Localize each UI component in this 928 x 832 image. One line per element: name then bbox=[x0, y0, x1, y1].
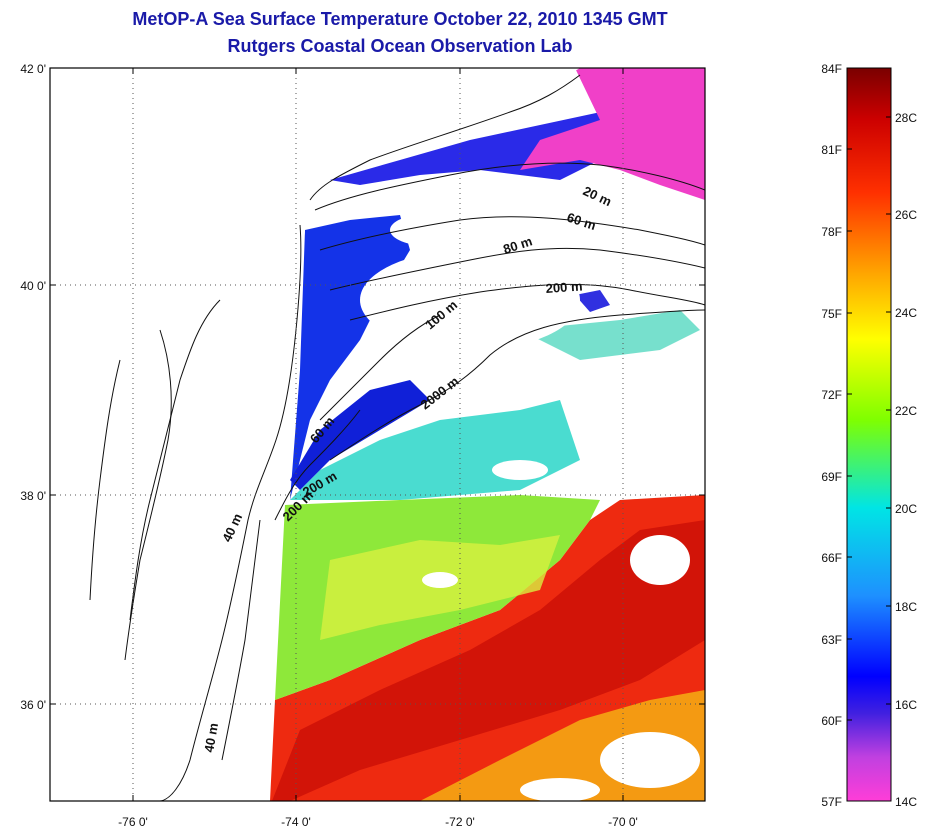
lat-label-42: 42 0' bbox=[20, 62, 46, 76]
isobath-200m-south bbox=[274, 409, 361, 521]
colorbar-label-69f: 69F bbox=[821, 470, 842, 484]
isobath-2000m bbox=[329, 309, 705, 461]
colorbar-label-28c: 28C bbox=[895, 111, 917, 125]
sst-image bbox=[50, 68, 705, 801]
cloud-gap bbox=[360, 250, 580, 350]
coastline bbox=[129, 74, 581, 801]
map-frame bbox=[49, 67, 706, 802]
cloud-gap bbox=[422, 572, 458, 588]
colorbar-label-84f: 84F bbox=[821, 62, 842, 76]
lon-label-74: -74 0' bbox=[281, 815, 311, 829]
land-area bbox=[50, 68, 580, 801]
isobath-80m bbox=[329, 247, 705, 291]
colorbar-label-72f: 72F bbox=[821, 388, 842, 402]
isobath-100m-shelf bbox=[319, 314, 441, 421]
cloud-gap bbox=[520, 778, 600, 801]
coastline-and-isobaths bbox=[89, 74, 705, 801]
colorbar-label-24c: 24C bbox=[895, 306, 917, 320]
northern-shelf-blue bbox=[330, 110, 640, 185]
isobath-200m bbox=[349, 283, 705, 321]
magenta-cold-water bbox=[520, 68, 705, 200]
isobath-60m bbox=[319, 216, 705, 251]
isobath-label-20m: 20 m bbox=[581, 183, 614, 209]
colorbar-ticks bbox=[847, 116, 891, 721]
cloud-gap bbox=[510, 210, 690, 270]
map-subtitle: Rutgers Coastal Ocean Observation Lab bbox=[227, 36, 573, 56]
colorbar-label-78f: 78F bbox=[821, 225, 842, 239]
colorbar-label-75f: 75F bbox=[821, 307, 842, 321]
colorbar-label-18c: 18C bbox=[895, 600, 917, 614]
colorbar-label-14c: 14C bbox=[895, 795, 917, 809]
axis-ticks bbox=[50, 67, 705, 801]
colorbar-label-81f: 81F bbox=[821, 143, 842, 157]
cloud-gap bbox=[600, 732, 700, 788]
lat-label-38: 38 0' bbox=[20, 489, 46, 503]
cloud-gap bbox=[492, 460, 548, 480]
colorbar-label-16c: 16C bbox=[895, 698, 917, 712]
chesapeake-shore bbox=[89, 329, 172, 661]
colorbar-label-66f: 66F bbox=[821, 551, 842, 565]
colorbar-label-26c: 26C bbox=[895, 208, 917, 222]
colorbar-label-63f: 63F bbox=[821, 633, 842, 647]
isobath-label-2000m: 2000 m bbox=[418, 373, 462, 412]
isobath-label-40m-south: 40 m bbox=[201, 722, 221, 754]
lon-label-76: -76 0' bbox=[118, 815, 148, 829]
lon-label-72: -72 0' bbox=[445, 815, 475, 829]
colorbar-label-60f: 60F bbox=[821, 714, 842, 728]
shelf-water-blue-south bbox=[290, 380, 430, 490]
cyan-patch-north bbox=[520, 310, 700, 360]
isobath-label-200m: 200 m bbox=[545, 278, 583, 296]
lat-label-36: 36 0' bbox=[20, 698, 46, 712]
lat-label-40: 40 0' bbox=[20, 279, 46, 293]
map-title: MetOP-A Sea Surface Temperature October … bbox=[132, 9, 668, 29]
lon-label-70: -70 0' bbox=[608, 815, 638, 829]
cloud-gap bbox=[630, 535, 690, 585]
colorbar bbox=[846, 67, 892, 802]
colorbar-label-57f: 57F bbox=[821, 795, 842, 809]
lat-lon-grid bbox=[50, 68, 705, 801]
isobath-40m-south bbox=[221, 519, 261, 761]
isobath-20m bbox=[314, 162, 705, 211]
blue-patch-200m bbox=[575, 290, 610, 312]
gulf-stream-core bbox=[272, 520, 705, 801]
colorbar-label-20c: 20C bbox=[895, 502, 917, 516]
colorbar-label-22c: 22C bbox=[895, 404, 917, 418]
